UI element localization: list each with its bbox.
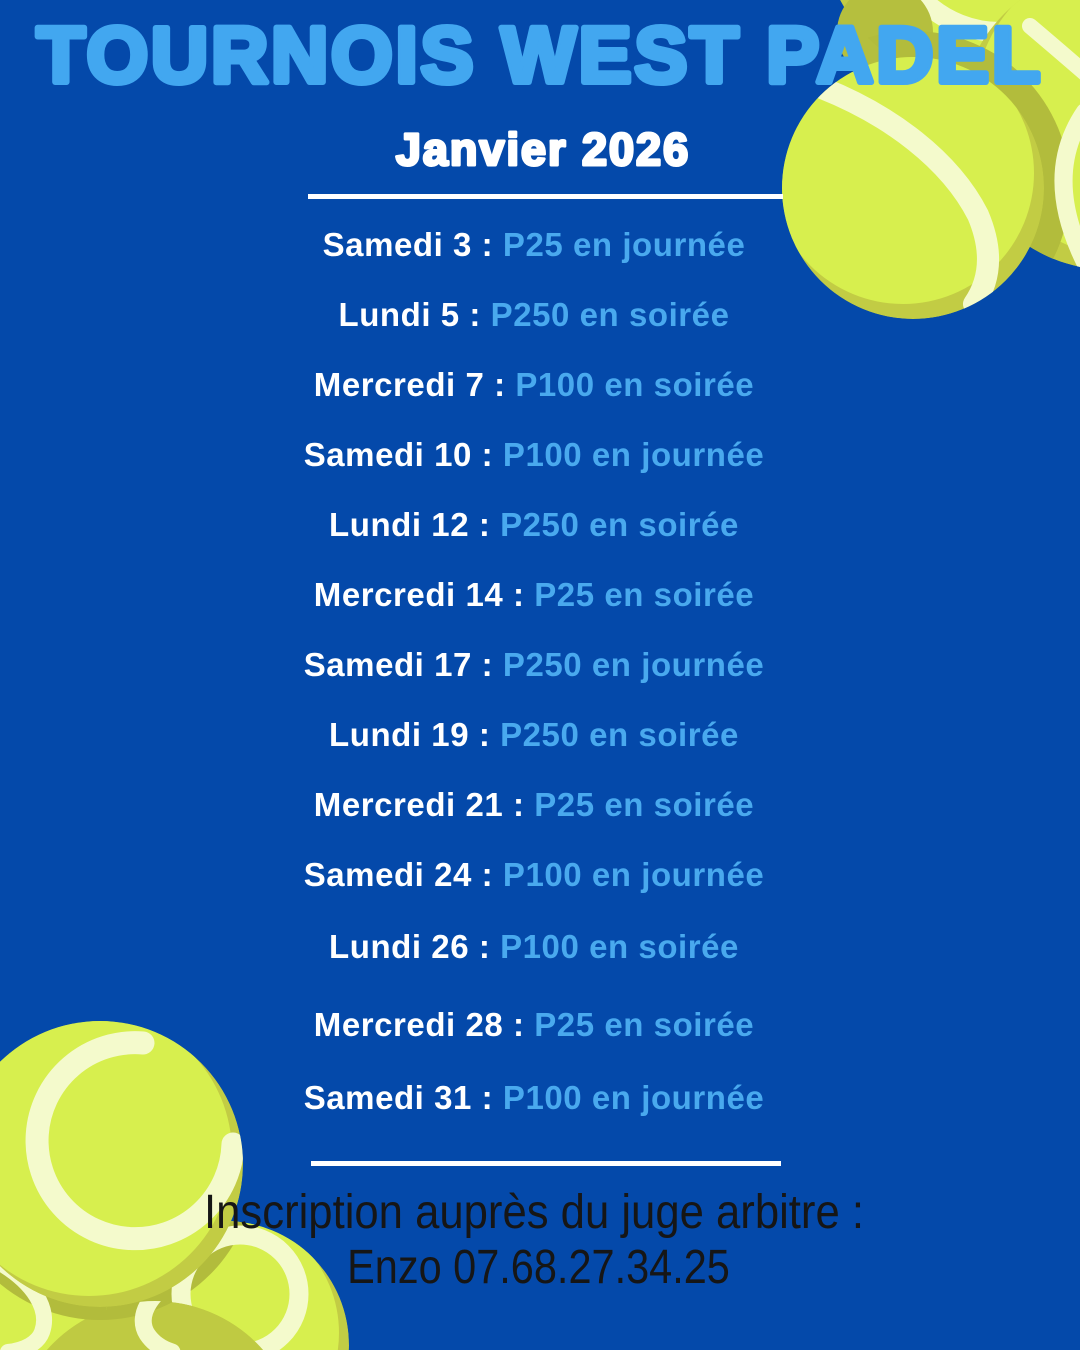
svg-text:Janvier 2026: Janvier 2026 (396, 124, 690, 175)
svg-text:TOURNOIS WEST PADEL: TOURNOIS WEST PADEL (37, 10, 1044, 99)
